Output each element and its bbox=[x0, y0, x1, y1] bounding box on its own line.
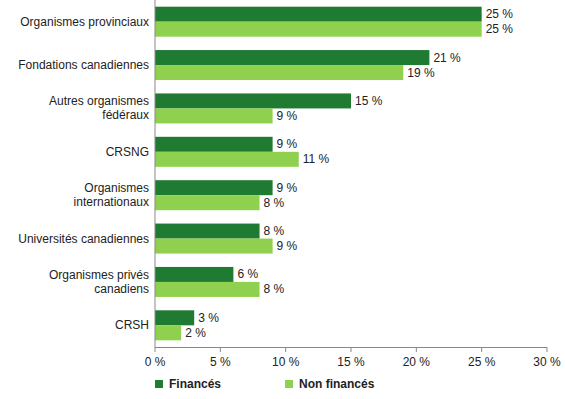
category-label-line: Fondations canadiennes bbox=[18, 58, 149, 72]
legend-swatch bbox=[155, 380, 163, 388]
data-label: 3 % bbox=[198, 311, 219, 325]
tick bbox=[285, 347, 286, 352]
bar bbox=[155, 152, 299, 167]
tick bbox=[220, 347, 221, 352]
data-label: 9 % bbox=[277, 109, 298, 123]
tick bbox=[416, 347, 417, 352]
legend-label: Financés bbox=[169, 377, 221, 391]
category-label: Fondations canadiennes bbox=[18, 58, 149, 72]
category-label: Organismes provinciaux bbox=[20, 15, 149, 29]
bar bbox=[155, 22, 482, 37]
bar bbox=[155, 180, 273, 195]
data-label: 19 % bbox=[407, 66, 435, 80]
chart: 25 %21 %15 %9 %9 %8 %6 %3 %25 %19 %9 %11… bbox=[0, 0, 565, 399]
data-label: 8 % bbox=[264, 224, 285, 238]
data-label: 25 % bbox=[486, 7, 514, 21]
legend-swatch bbox=[285, 380, 293, 388]
tick-label: 25 % bbox=[468, 355, 496, 369]
bar bbox=[155, 239, 273, 254]
bar bbox=[155, 137, 273, 152]
data-label: 8 % bbox=[264, 196, 285, 210]
tick-label: 30 % bbox=[533, 355, 561, 369]
legend: Financés Non financés bbox=[155, 377, 375, 391]
data-label: 15 % bbox=[355, 94, 383, 108]
tick-label: 20 % bbox=[403, 355, 431, 369]
data-label: 11 % bbox=[303, 152, 330, 166]
tick-label: 5 % bbox=[210, 355, 231, 369]
bar bbox=[155, 93, 351, 108]
tick bbox=[351, 347, 352, 352]
data-label: 8 % bbox=[264, 282, 285, 296]
tick-label: 15 % bbox=[337, 355, 365, 369]
bar bbox=[155, 325, 181, 340]
category-label: Autres organismesfédéraux bbox=[49, 94, 149, 122]
category-label-line: Universités canadiennes bbox=[18, 232, 149, 246]
bars bbox=[155, 7, 482, 341]
category-label-line: Organismes privés bbox=[49, 268, 149, 282]
data-label: 9 % bbox=[277, 137, 298, 151]
data-label: 9 % bbox=[277, 181, 298, 195]
tick-label: 10 % bbox=[272, 355, 300, 369]
tick bbox=[155, 347, 156, 352]
bar bbox=[155, 195, 260, 210]
tick bbox=[547, 347, 548, 352]
data-label: 21 % bbox=[433, 51, 461, 65]
bar bbox=[155, 108, 273, 123]
tick-label: 0 % bbox=[145, 355, 166, 369]
data-label: 2 % bbox=[185, 326, 206, 340]
category-label-line: internationaux bbox=[74, 195, 149, 209]
category-label: CRSH bbox=[115, 318, 149, 332]
category-label-line: fédéraux bbox=[102, 108, 149, 122]
bar bbox=[155, 224, 260, 239]
tick bbox=[481, 347, 482, 352]
bar bbox=[155, 65, 403, 80]
category-label: Organismesinternationaux bbox=[74, 181, 149, 209]
bar bbox=[155, 7, 482, 22]
bar bbox=[155, 282, 260, 297]
category-label-line: CRSNG bbox=[106, 145, 149, 159]
data-label: 6 % bbox=[237, 267, 258, 281]
y-axis bbox=[155, 0, 156, 347]
category-label-line: Organismes provinciaux bbox=[20, 15, 149, 29]
data-label: 25 % bbox=[486, 22, 514, 36]
data-label: 9 % bbox=[277, 239, 298, 253]
category-label-line: Autres organismes bbox=[49, 94, 149, 108]
category-label-line: CRSH bbox=[115, 318, 149, 332]
bar bbox=[155, 50, 429, 65]
bar bbox=[155, 267, 233, 282]
category-label: CRSNG bbox=[106, 145, 149, 159]
category-label-line: Organismes bbox=[84, 181, 149, 195]
legend-label: Non financés bbox=[299, 377, 375, 391]
category-label: Universités canadiennes bbox=[18, 232, 149, 246]
category-label-line: canadiens bbox=[94, 282, 149, 296]
data-labels: 25 %21 %15 %9 %9 %8 %6 %3 %25 %19 %9 %11… bbox=[185, 7, 513, 340]
category-label: Organismes privéscanadiens bbox=[49, 268, 149, 296]
bar bbox=[155, 310, 194, 325]
